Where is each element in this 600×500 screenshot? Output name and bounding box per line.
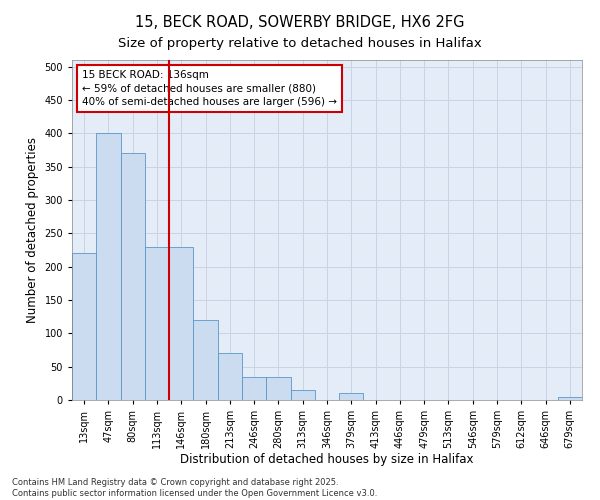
Bar	[96, 134, 121, 400]
X-axis label: Distribution of detached houses by size in Halifax: Distribution of detached houses by size …	[180, 452, 474, 466]
Text: Contains HM Land Registry data © Crown copyright and database right 2025.
Contai: Contains HM Land Registry data © Crown c…	[12, 478, 377, 498]
Bar	[169, 246, 193, 400]
Y-axis label: Number of detached properties: Number of detached properties	[26, 137, 39, 323]
Bar	[266, 376, 290, 400]
Bar	[290, 390, 315, 400]
Bar	[558, 396, 582, 400]
Bar	[242, 376, 266, 400]
Bar	[193, 320, 218, 400]
Bar	[218, 354, 242, 400]
Text: 15 BECK ROAD: 136sqm
← 59% of detached houses are smaller (880)
40% of semi-deta: 15 BECK ROAD: 136sqm ← 59% of detached h…	[82, 70, 337, 106]
Text: 15, BECK ROAD, SOWERBY BRIDGE, HX6 2FG: 15, BECK ROAD, SOWERBY BRIDGE, HX6 2FG	[135, 15, 465, 30]
Bar	[339, 394, 364, 400]
Bar	[145, 246, 169, 400]
Bar	[121, 154, 145, 400]
Text: Size of property relative to detached houses in Halifax: Size of property relative to detached ho…	[118, 38, 482, 51]
Bar	[72, 254, 96, 400]
